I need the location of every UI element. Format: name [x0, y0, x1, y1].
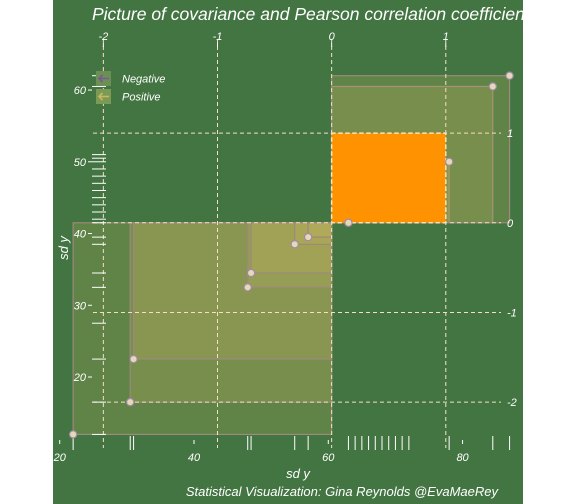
data-point-1: [126, 397, 135, 407]
axis-ticks: 20 40 60 80 20 30 40 50 60 -2 -2 -1 -1 0 0 1 1: [53, 31, 517, 464]
x-tick-label-3: 80: [456, 452, 469, 464]
deviation-rect-4: [250, 222, 333, 274]
data-point-10: [505, 71, 514, 80]
deviation-rect-3: [247, 222, 333, 288]
y-tick-label-2: 40: [74, 229, 87, 241]
legend: Negative Positive: [96, 71, 165, 104]
data-point-5: [290, 240, 299, 249]
data-point-8: [444, 157, 454, 166]
z-top-label-2: 0: [329, 31, 336, 43]
data-point-2: [129, 354, 138, 364]
sd-gridlines: [93, 39, 501, 448]
data-points: [68, 71, 514, 439]
data-point-3: [243, 283, 252, 292]
deviation-rect-0: [72, 222, 333, 436]
z-top-label-1: -1: [213, 31, 223, 43]
arrow-left-icon: [97, 74, 109, 83]
chart-caption: Statistical Visualization: Gina Reynolds…: [186, 484, 500, 499]
z-top-label-3: 1: [443, 31, 449, 43]
y-axis-title: sd y: [56, 235, 71, 260]
arrow-left-icon: [97, 92, 109, 101]
legend-label-positive: Positive: [122, 92, 161, 104]
x-axis-title: sd y: [286, 466, 311, 481]
rug-marks: [72, 75, 511, 450]
y-tick-label-3: 50: [74, 157, 87, 169]
z-top-label-0: -2: [98, 31, 108, 43]
z-right-label-1: -1: [507, 307, 517, 319]
unit-square: [330, 132, 447, 224]
x-tick-label-1: 40: [188, 452, 201, 464]
data-point-4: [246, 268, 256, 278]
legend-label-negative: Negative: [122, 74, 165, 86]
y-tick-label-0: 20: [73, 372, 87, 384]
data-point-6: [303, 232, 313, 242]
z-right-label-0: -2: [507, 397, 517, 409]
plot-background: [53, 0, 523, 504]
x-tick-label-0: 20: [53, 452, 67, 464]
chart-title: Picture of covariance and Pearson correl…: [92, 4, 531, 24]
z-right-label-2: 0: [507, 218, 514, 230]
data-point-7: [344, 218, 353, 227]
y-tick-label-4: 60: [74, 85, 87, 97]
x-tick-label-2: 60: [322, 452, 335, 464]
data-point-9: [488, 82, 497, 91]
data-point-0: [68, 430, 78, 439]
z-right-label-3: 1: [507, 128, 513, 140]
y-tick-label-1: 30: [74, 300, 87, 312]
